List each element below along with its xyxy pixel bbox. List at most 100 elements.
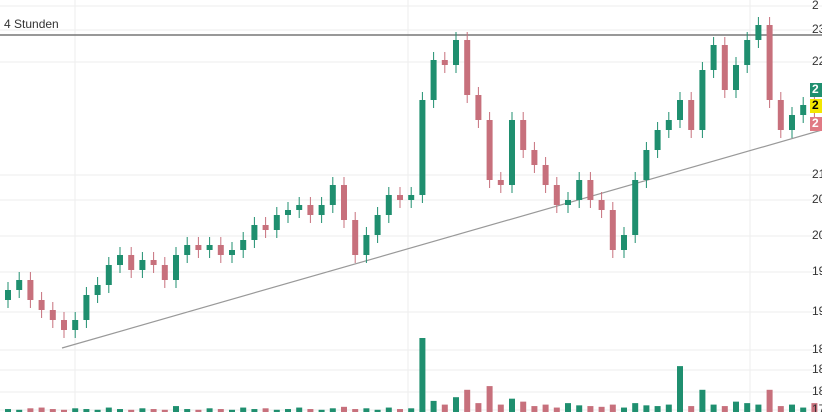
y-tick-label: 20 <box>812 228 822 242</box>
candle-body <box>217 245 224 255</box>
candle-body <box>49 310 56 320</box>
volume-bar <box>38 407 45 412</box>
y-tick-label: 19 <box>812 264 822 278</box>
volume-bar <box>83 409 90 412</box>
candle-body <box>621 235 627 250</box>
volume-bar <box>385 407 392 412</box>
volume-bar <box>430 400 437 412</box>
y-tick-label: 19 <box>812 304 822 318</box>
price-tag-label: 2 <box>812 98 819 112</box>
volume <box>5 338 818 412</box>
volume-bar <box>609 404 616 412</box>
candle-body <box>184 245 191 255</box>
volume-bar <box>453 397 459 412</box>
y-tick-label: 22 <box>812 54 822 68</box>
candle-body <box>710 45 717 70</box>
candle-body <box>486 120 493 180</box>
candle-body <box>721 45 728 90</box>
volume-bar <box>27 408 34 412</box>
candle-body <box>497 180 504 185</box>
candle-body <box>755 25 762 40</box>
candle-body <box>161 265 168 280</box>
volume-bar <box>49 409 56 412</box>
candle-body <box>777 100 784 130</box>
volume-bar <box>318 409 325 412</box>
candle-body <box>16 280 23 290</box>
volume-bar <box>229 409 235 412</box>
candle-body <box>643 150 650 180</box>
candle-body <box>285 210 291 215</box>
candle-body <box>453 40 459 65</box>
candle-body <box>430 60 437 100</box>
candle-body <box>240 240 247 250</box>
candle-body <box>587 180 594 200</box>
annotation: 4 Stunden <box>4 17 59 31</box>
volume-bar <box>61 409 67 412</box>
volume-bar <box>397 409 403 412</box>
volume-bar <box>486 386 493 412</box>
candle-body <box>27 280 34 300</box>
candle-body <box>766 25 773 100</box>
candle-body <box>296 205 303 210</box>
volume-bar <box>128 409 135 412</box>
volume-bar <box>161 409 168 412</box>
candle-body <box>341 185 347 220</box>
candle-body <box>150 260 157 265</box>
y-tick-label: 17 <box>812 402 822 412</box>
volume-bar <box>598 406 605 412</box>
candle-body <box>38 300 45 310</box>
volume-bar <box>139 408 146 412</box>
volume-bar <box>733 401 739 412</box>
y-tick-label: 20 <box>812 192 822 206</box>
candle-body <box>654 130 661 150</box>
volume-bar <box>699 389 706 412</box>
volume-bar <box>464 389 471 412</box>
candle-body <box>117 255 123 265</box>
y-tick-label: 18 <box>812 384 822 398</box>
volume-bar <box>755 404 762 412</box>
price-tag <box>810 83 822 97</box>
volume-bar <box>408 408 415 412</box>
candle-body <box>419 100 426 195</box>
candle-body <box>441 60 448 65</box>
volume-bar <box>721 406 728 412</box>
volume-bar <box>329 408 336 412</box>
volume-bar <box>251 409 258 412</box>
candle-body <box>385 195 392 215</box>
price-tag <box>810 99 822 113</box>
candle-body <box>397 195 403 200</box>
volume-bar <box>688 406 695 412</box>
volume-bar <box>173 406 179 412</box>
volume-bar <box>654 406 661 412</box>
candle-body <box>61 320 67 330</box>
candle-body <box>553 185 560 205</box>
candle-body <box>229 250 235 255</box>
y-tick-label: 18 <box>812 342 822 356</box>
volume-bar <box>341 406 347 412</box>
candle-body <box>262 225 269 230</box>
volume-bar <box>240 407 247 412</box>
candle-body <box>789 115 795 130</box>
volume-bar <box>531 406 538 412</box>
volume-bar <box>811 403 818 412</box>
candle-body <box>195 245 202 250</box>
volume-bar <box>497 404 504 412</box>
volume-bar <box>665 404 672 412</box>
candle-body <box>475 95 482 120</box>
candle-body <box>374 215 381 235</box>
volume-bar <box>710 404 717 412</box>
candle-body <box>609 210 616 250</box>
candle-body <box>72 320 79 330</box>
volume-bar <box>542 404 549 412</box>
candle-body <box>531 150 538 165</box>
volume-bar <box>677 366 683 412</box>
volume-bar <box>643 405 650 412</box>
candle-body <box>576 180 583 200</box>
volume-bar <box>800 407 807 412</box>
volume-bar <box>766 389 773 412</box>
candle-body <box>408 195 415 200</box>
volume-bar <box>419 338 426 412</box>
candle-body <box>464 40 471 95</box>
volume-bar <box>262 408 269 412</box>
candle-body <box>688 100 695 130</box>
